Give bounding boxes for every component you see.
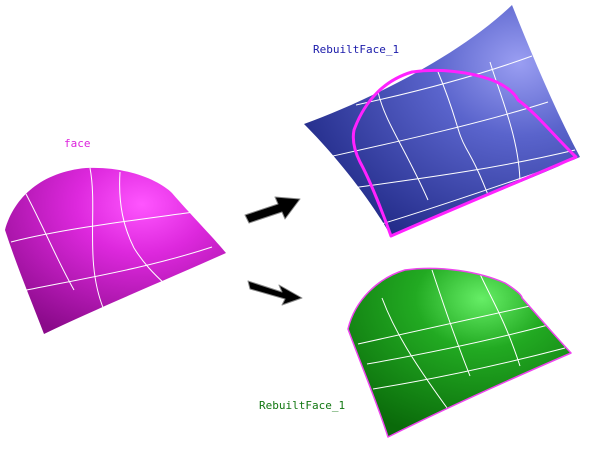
rebuilt-face-top: [304, 5, 580, 238]
rebuilt-face-bottom-label: RebuiltFace_1: [259, 399, 346, 412]
rebuilt-face-top-boundary: [351, 68, 578, 238]
arrow-right-up-icon: [244, 196, 301, 224]
rebuilt-face-bottom-boundary: [347, 267, 572, 438]
rebuilt-face-bottom-isolines: [357, 269, 566, 413]
original-face-isolines: [10, 167, 213, 311]
original-face-surface: [5, 167, 226, 334]
rebuilt-face-top-surface: [304, 5, 580, 236]
original-face-label: face: [64, 137, 91, 150]
arrow-right-down-icon: [247, 280, 303, 306]
rebuilt-face-bottom: [347, 267, 572, 438]
rebuilt-face-top-label: RebuiltFace_1: [313, 43, 400, 56]
original-face: [5, 167, 226, 334]
rebuilt-face-bottom-surface: [348, 268, 571, 437]
